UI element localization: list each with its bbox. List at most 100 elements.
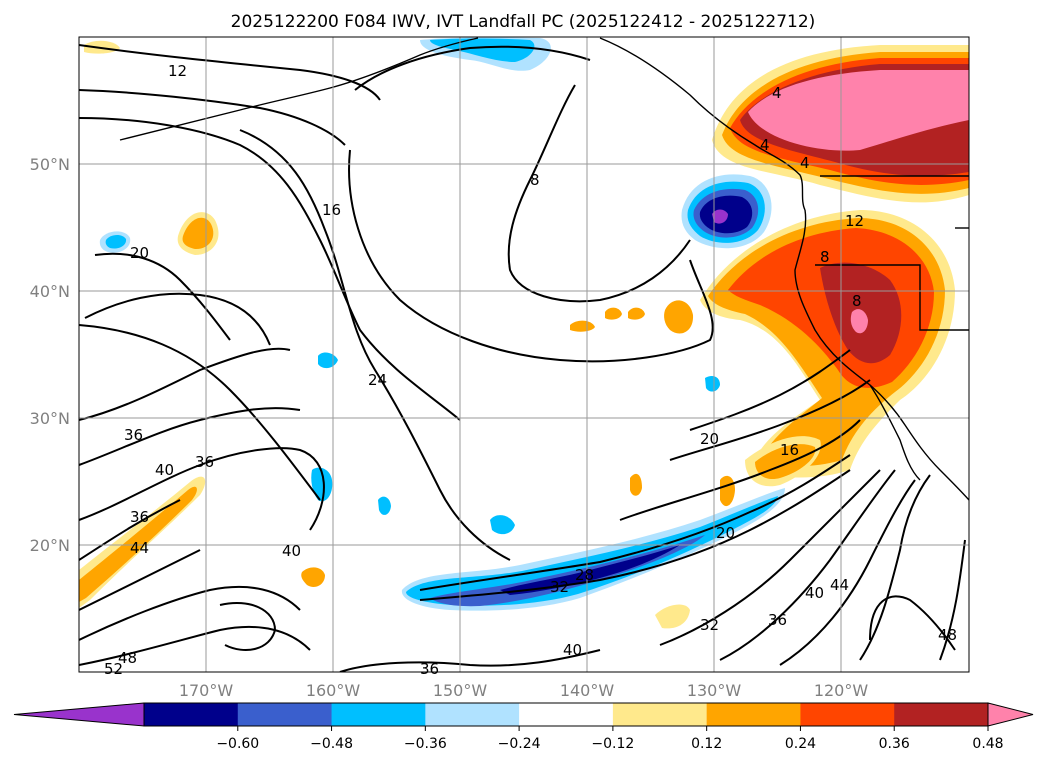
contour-line [79,499,181,561]
lon-tick-label: 150°W [433,681,488,700]
lat-tick-label: 30°N [30,409,70,428]
coast-alaska [599,37,806,211]
colorbar-tick-label: −0.60 [216,736,259,752]
contour-line [79,625,311,666]
shade-band-navy [500,545,680,595]
border-state-1 [815,264,969,331]
colorbar-tick-label: 0.12 [691,736,722,752]
shade-patch-8 [430,38,535,62]
lat-tick-label: 50°N [30,155,70,174]
colorbar-extend-high [987,702,1034,727]
coastlines [119,37,969,501]
contour-line [84,292,271,346]
shade-sw-orange [79,486,197,602]
map-frame [78,36,970,673]
shade-patch-19 [705,376,720,392]
shade-patch-5 [105,234,127,249]
shade-patch-18 [630,473,642,496]
colorbar-segment [237,703,333,726]
colorbar-segment [800,703,895,726]
colorbar-tick-label: −0.12 [591,736,634,752]
colorbar-frame [143,702,989,727]
contour-label: 36 [195,453,214,471]
contour-line [419,469,851,601]
contour-label: 12 [845,212,864,230]
coast-baja [869,384,921,481]
contour-line [79,324,321,501]
colorbar: −0.60 −0.48 −0.36 −0.24 −0.12 0.12 0.24 0.36 0.4… [13,702,1034,752]
contour-label: 48 [938,626,957,644]
contour-line [719,469,896,661]
contour-line [419,454,851,591]
contour-labels: 12 8 4 4 4 12 8 8 16 20 24 36 36 40 36 4… [104,62,957,678]
colorbar-segment [425,703,520,726]
contour-line [79,117,461,421]
contour-label: 8 [820,248,830,266]
shade-patch-10 [301,567,325,587]
gridlines [79,37,969,672]
shade-patch-12 [605,307,622,320]
lon-tick-label: 140°W [560,681,615,700]
colorbar-tick-label: −0.36 [404,736,447,752]
contour-label: 8 [852,292,862,310]
shade-patch-13 [628,307,645,320]
colorbar-tick-label: 0.48 [972,736,1003,752]
contour-label: 4 [772,84,782,102]
lon-tick-label: 120°W [814,681,869,700]
colorbar-tick-label: −0.24 [498,736,541,752]
contour-line [869,595,956,651]
contour-line [659,469,881,646]
contour-label: 52 [104,660,123,678]
contour-line [79,585,301,641]
shade-patch-16 [378,496,391,515]
contour-line [339,649,601,672]
shade-offshore-purple [712,209,728,224]
contour-label: 40 [155,461,174,479]
shade-patch-20 [655,604,690,629]
lon-tick-label: 170°W [179,681,234,700]
contour-label: 48 [118,649,137,667]
contour-label: 36 [124,426,143,444]
contour-label: 28 [575,566,594,584]
contour-label: 20 [700,430,719,448]
lon-tick-label: 160°W [306,681,361,700]
colorbar-segment [894,703,989,726]
contour-label: 16 [780,441,799,459]
contour-label: 32 [700,616,719,634]
colorbar-segment [331,703,426,726]
colorbar-tick-label: −0.48 [310,736,353,752]
contour-label: 24 [368,371,387,389]
contour-label: 8 [530,171,540,189]
contour-line [94,252,231,341]
shade-pnw-pink [748,70,969,151]
contour-line [689,349,851,431]
contour-line [239,129,511,561]
contour-label: 36 [130,508,149,526]
contour-label: 44 [830,576,849,594]
contour-label: 36 [420,660,439,678]
contour-label: 20 [716,524,735,542]
contour-label: 40 [805,584,824,602]
lon-tick-label: 130°W [687,681,742,700]
shade-band-blue [430,535,705,607]
shaded-fields [79,37,969,629]
contour-line [79,89,346,146]
contour-label: 20 [130,244,149,262]
contour-line [219,602,277,651]
chart-title: 2025122200 F084 IWV, IVT Landfall PC (20… [231,12,816,32]
contours [79,44,966,672]
colorbar-extend-low [13,702,145,727]
colorbar-segment [612,703,708,726]
lat-tick-label: 40°N [30,282,70,301]
lon-axis: 170°W 160°W 150°W 140°W 130°W 120°W [179,681,869,700]
colorbar-segment [519,703,614,726]
colorbar-tick-label: 0.24 [785,736,816,752]
contour-label: 4 [760,136,770,154]
shade-patch-11 [570,320,595,332]
contour-line [354,45,591,91]
coast-west-us [794,209,969,501]
shade-patch-9 [311,467,333,502]
shade-ca-pink [850,309,868,334]
contour-label: 32 [550,578,569,596]
contour-line [507,84,691,303]
